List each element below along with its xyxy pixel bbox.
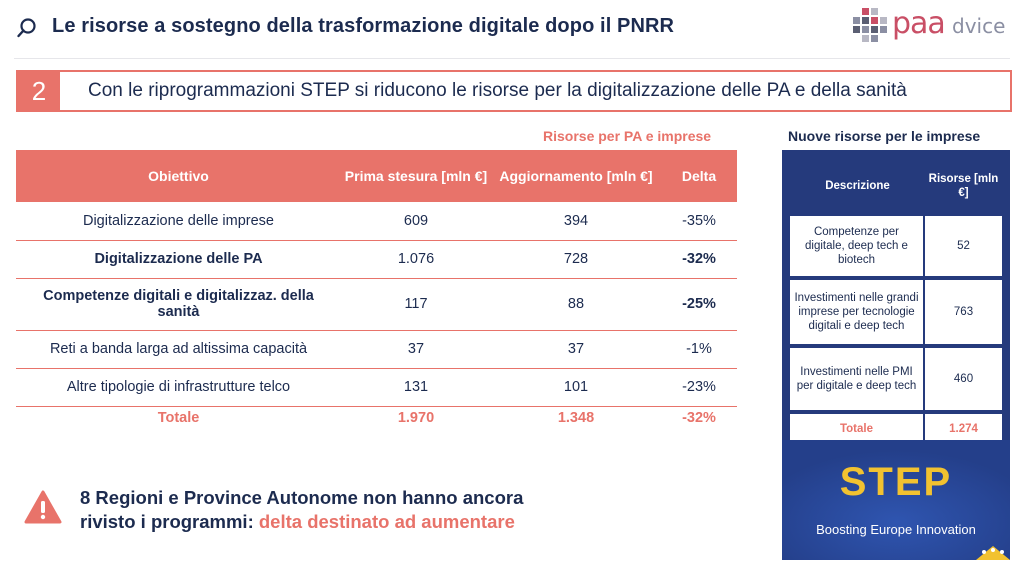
table-header-row: Descrizione Risorse [mln €] <box>790 160 1002 212</box>
section-headline: Con le riprogrammazioni STEP si riducono… <box>88 80 907 101</box>
cell-aggiornamento: 728 <box>491 240 661 279</box>
col-header-risorse: Risorse [mln €] <box>928 173 999 199</box>
cell-obiettivo: Competenze digitali e digitalizzaz. dell… <box>16 278 341 331</box>
step-background <box>782 450 1010 560</box>
page-title: Le risorse a sostegno della trasformazio… <box>52 15 675 37</box>
cell-aggiornamento: 37 <box>491 330 661 369</box>
cell-delta: -35% <box>661 202 737 241</box>
table-total-row: Totale 1.970 1.348 -32% <box>16 406 737 430</box>
table-row: Competenze per digitale, deep tech e bio… <box>790 216 1002 276</box>
cell-prima: 131 <box>341 368 491 407</box>
cell-risorse: 460 <box>925 348 1002 410</box>
table-row: Reti a banda larga ad altissima capacità… <box>16 330 737 369</box>
step-decoration-icon <box>976 546 1010 560</box>
section-banner: 2 Con le riprogrammazioni STEP si riduco… <box>16 70 1012 112</box>
resources-table: Obiettivo Prima stesura [mln €] Aggiorna… <box>16 150 737 430</box>
warning-line-1: 8 Regioni e Province Autonome non hanno … <box>80 487 524 508</box>
table-header-row: Obiettivo Prima stesura [mln €] Aggiorna… <box>16 150 737 202</box>
warning-line-2: rivisto i programmi: delta destinato ad … <box>80 510 523 534</box>
cell-prima: 117 <box>341 278 491 331</box>
page-header: Le risorse a sostegno della trasformazio… <box>0 0 1024 58</box>
cell-total-aggiornamento: 1.348 <box>557 410 595 427</box>
cell-descrizione: Competenze per digitale, deep tech e bio… <box>790 216 925 276</box>
right-table-caption: Nuove risorse per le imprese <box>788 128 981 144</box>
poadvice-logo: paa dvice <box>852 6 1012 46</box>
cell-aggiornamento: 101 <box>491 368 661 407</box>
cell-total-label: Totale <box>157 410 200 427</box>
cell-total-label: Totale <box>790 414 925 444</box>
cell-delta: -25% <box>661 278 737 331</box>
warning-icon <box>24 490 62 524</box>
new-resources-table: Descrizione Risorse [mln €] Competenze p… <box>790 156 1002 448</box>
logo-brand-subtext: dvice <box>952 14 1006 38</box>
cell-obiettivo: Reti a banda larga ad altissima capacità <box>16 330 341 369</box>
step-wordmark: STEP <box>839 460 953 504</box>
cell-descrizione: Investimenti nelle grandi imprese per te… <box>790 280 925 344</box>
table-total-row: Totale 1.274 <box>790 414 1002 444</box>
left-table-caption: Risorse per PA e imprese <box>543 128 712 144</box>
header-divider <box>14 58 1010 59</box>
logo-squares-icon <box>853 8 887 42</box>
cell-total-delta: -32% <box>682 410 716 427</box>
col-header-descrizione: Descrizione <box>825 180 890 192</box>
step-banner: STEP Boosting Europe Innovation <box>782 440 1010 560</box>
cell-obiettivo: Digitalizzazione delle PA <box>16 240 341 279</box>
cell-aggiornamento: 394 <box>491 202 661 241</box>
cell-obiettivo: Digitalizzazione delle imprese <box>16 202 341 241</box>
col-header-aggiornamento: Aggiornamento [mln €] <box>491 150 661 202</box>
search-icon <box>17 18 36 38</box>
cell-delta: -1% <box>661 330 737 369</box>
logo-brand-text: paa <box>892 6 946 41</box>
warning-line-2-accent: delta destinato ad aumentare <box>258 511 515 532</box>
section-number: 2 <box>18 72 60 110</box>
table-row: Altre tipologie di infrastrutture telco … <box>16 368 737 407</box>
table-row: Investimenti nelle PMI per digitale e de… <box>790 348 1002 410</box>
cell-obiettivo: Altre tipologie di infrastrutture telco <box>16 368 341 407</box>
warning-message: 8 Regioni e Province Autonome non hanno … <box>80 486 523 534</box>
table-row: Competenze digitali e digitalizzaz. dell… <box>16 278 737 331</box>
cell-total-risorse: 1.274 <box>925 414 1002 444</box>
cell-descrizione: Investimenti nelle PMI per digitale e de… <box>790 348 925 410</box>
cell-prima: 609 <box>341 202 491 241</box>
cell-delta: -23% <box>661 368 737 407</box>
table-row: Digitalizzazione delle imprese 609 394 -… <box>16 202 737 241</box>
col-header-obiettivo: Obiettivo <box>16 150 341 202</box>
col-header-delta: Delta <box>661 150 737 202</box>
cell-aggiornamento: 88 <box>491 278 661 331</box>
col-header-prima-stesura: Prima stesura [mln €] <box>341 150 491 202</box>
cell-risorse: 763 <box>925 280 1002 344</box>
cell-prima: 1.076 <box>341 240 491 279</box>
cell-total-prima: 1.970 <box>397 410 435 427</box>
cell-risorse: 52 <box>925 216 1002 276</box>
new-resources-panel: Descrizione Risorse [mln €] Competenze p… <box>782 150 1010 560</box>
step-tagline: Boosting Europe Innovation <box>816 522 976 537</box>
table-row: Investimenti nelle grandi imprese per te… <box>790 280 1002 344</box>
table-row: Digitalizzazione delle PA 1.076 728 -32% <box>16 240 737 279</box>
cell-delta: -32% <box>661 240 737 279</box>
warning-line-2-text: rivisto i programmi: <box>80 511 259 532</box>
cell-prima: 37 <box>341 330 491 369</box>
